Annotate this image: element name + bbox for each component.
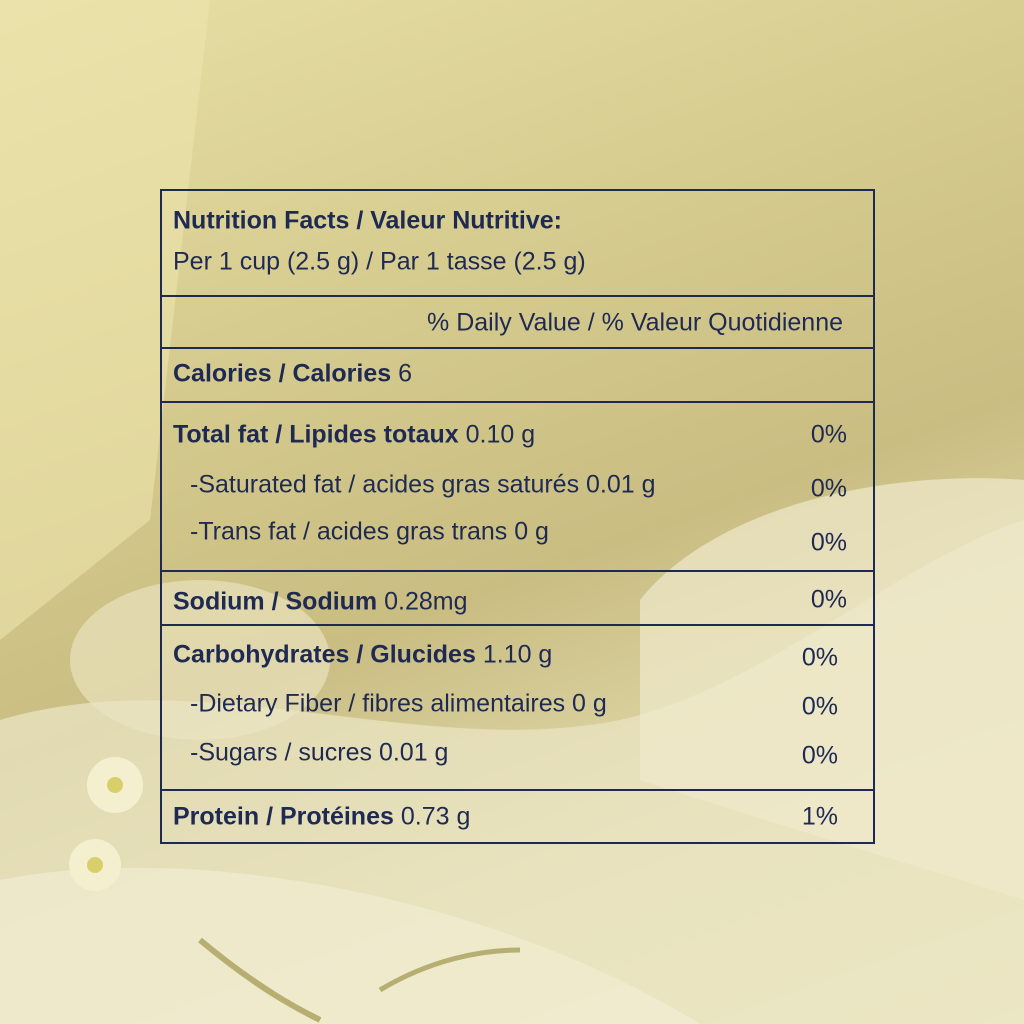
percent: 0% [801, 692, 838, 721]
percent: 0% [810, 420, 847, 449]
row: Carbohydrates / Glucides 1.10 g [173, 640, 553, 669]
daily-value-header: % Daily Value / % Valeur Quotidienne [427, 308, 843, 337]
row: Protein / Protéines 0.73 g [173, 802, 471, 831]
sub-row: -Saturated fat / acides gras saturés 0.0… [190, 470, 656, 499]
row: Total fat / Lipides totaux 0.10 g [173, 420, 536, 449]
percent: 1% [801, 802, 838, 831]
divider [160, 570, 875, 572]
divider [160, 347, 875, 349]
sub-row: -Sugars / sucres 0.01 g [190, 738, 449, 767]
label-border [160, 189, 875, 844]
percent: 0% [801, 741, 838, 770]
percent: 0% [810, 585, 847, 614]
nutrient-name: Protein / Protéines [173, 802, 394, 831]
divider [160, 789, 875, 791]
nutrient-name: Total fat / Lipides totaux [173, 420, 459, 449]
nutrient-name: Calories / Calories [173, 359, 392, 388]
row: Sodium / Sodium 0.28mg [173, 587, 468, 616]
percent: 0% [801, 643, 838, 672]
percent: 0% [810, 528, 847, 557]
amount: 0.73 g [400, 802, 471, 831]
sub-row: -Trans fat / acides gras trans 0 g [190, 517, 549, 546]
divider [160, 624, 875, 626]
title: Nutrition Facts / Valeur Nutritive: [173, 206, 562, 235]
nutrient-name: Sodium / Sodium [173, 587, 378, 616]
sub-row: -Dietary Fiber / fibres alimentaires 0 g [190, 689, 607, 718]
row: Calories / Calories 6 [173, 359, 413, 388]
amount: 6 [398, 359, 413, 388]
amount: 0.10 g [465, 420, 536, 449]
amount: 0.28mg [384, 587, 468, 616]
percent: 0% [810, 474, 847, 503]
serving: Per 1 cup (2.5 g) / Par 1 tasse (2.5 g) [173, 247, 586, 276]
divider [160, 295, 875, 297]
nutrient-name: Carbohydrates / Glucides [173, 640, 476, 669]
divider [160, 401, 875, 403]
amount: 1.10 g [482, 640, 553, 669]
